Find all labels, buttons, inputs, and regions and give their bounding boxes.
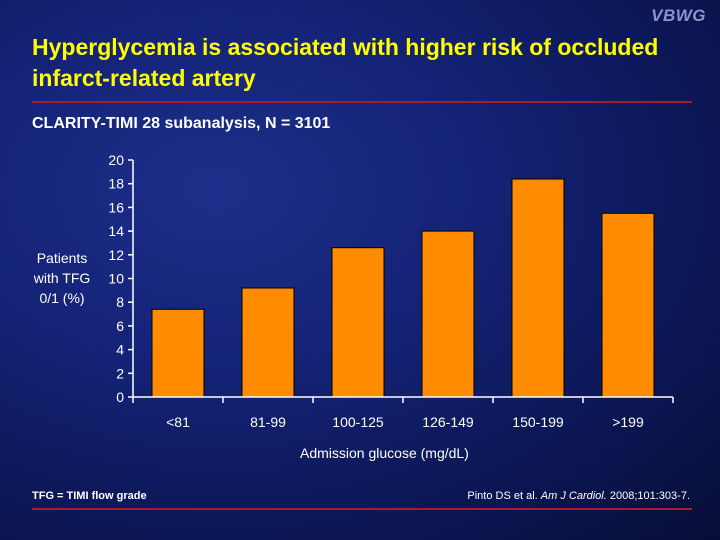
- bar-2: [331, 247, 385, 398]
- y-axis-label: Patients with TFG 0/1 (%): [28, 248, 96, 308]
- citation-details: 2008;101:303-7.: [606, 490, 690, 502]
- bar-3: [421, 230, 475, 398]
- citation-journal: Am J Cardiol.: [540, 490, 607, 502]
- y-axis-label-line-2: with TFG: [33, 270, 91, 286]
- bar-0: [151, 308, 205, 398]
- y-tick-label-1: 2: [116, 365, 124, 381]
- footer-divider: [32, 508, 692, 510]
- x-tick-label-2: 100-125: [332, 414, 384, 430]
- y-tick-label-3: 6: [116, 318, 124, 334]
- y-tick-label-9: 18: [108, 176, 124, 192]
- slide-title: Hyperglycemia is associated with higher …: [32, 34, 659, 91]
- slide-subtitle: CLARITY-TIMI 28 subanalysis, N = 3101: [32, 115, 331, 132]
- bar-1: [241, 287, 295, 398]
- y-tick-label-5: 10: [108, 271, 124, 287]
- vbwg-logo: VBWG: [651, 6, 706, 25]
- y-tick-label-4: 8: [116, 294, 124, 310]
- y-tick-label-10: 20: [108, 152, 124, 168]
- x-tick-label-1: 81-99: [250, 414, 286, 430]
- x-tick-label-5: >199: [612, 414, 644, 430]
- bar-5: [601, 212, 655, 398]
- footnote: TFG = TIMI flow grade: [32, 490, 147, 502]
- bar-4: [511, 178, 565, 398]
- x-tick-label-0: <81: [166, 414, 190, 430]
- y-tick-label-2: 4: [116, 342, 124, 358]
- y-tick-label-0: 0: [116, 389, 124, 405]
- y-axis-label-line-3: 0/1 (%): [39, 290, 85, 306]
- y-axis-label-line-1: Patients: [36, 250, 88, 266]
- x-tick-label-3: 126-149: [422, 414, 474, 430]
- citation-authors: Pinto DS et al.: [467, 490, 541, 502]
- x-tick-label-4: 150-199: [512, 414, 564, 430]
- x-axis-label: Admission glucose (mg/dL): [300, 445, 469, 461]
- title-divider: [32, 101, 692, 103]
- y-tick-label-7: 14: [108, 223, 124, 239]
- y-tick-label-6: 12: [108, 247, 124, 263]
- citation: Pinto DS et al. Am J Cardiol. 2008;101:3…: [467, 490, 690, 502]
- y-tick-label-8: 16: [108, 199, 124, 215]
